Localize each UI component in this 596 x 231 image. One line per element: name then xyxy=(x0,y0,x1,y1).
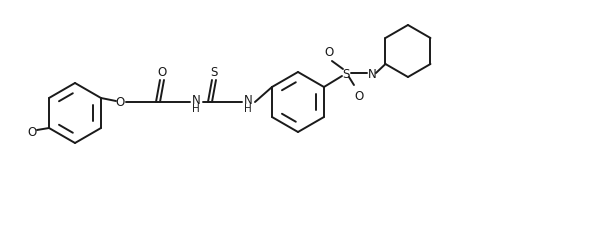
Text: O: O xyxy=(116,96,125,109)
Text: O: O xyxy=(324,45,334,58)
Text: O: O xyxy=(157,65,167,78)
Text: O: O xyxy=(355,89,364,102)
Text: S: S xyxy=(210,65,218,78)
Text: S: S xyxy=(342,67,350,80)
Text: N: N xyxy=(244,94,252,107)
Text: N: N xyxy=(368,67,376,80)
Text: H: H xyxy=(244,103,252,113)
Text: O: O xyxy=(27,125,36,138)
Text: N: N xyxy=(191,94,200,107)
Text: H: H xyxy=(192,103,200,113)
